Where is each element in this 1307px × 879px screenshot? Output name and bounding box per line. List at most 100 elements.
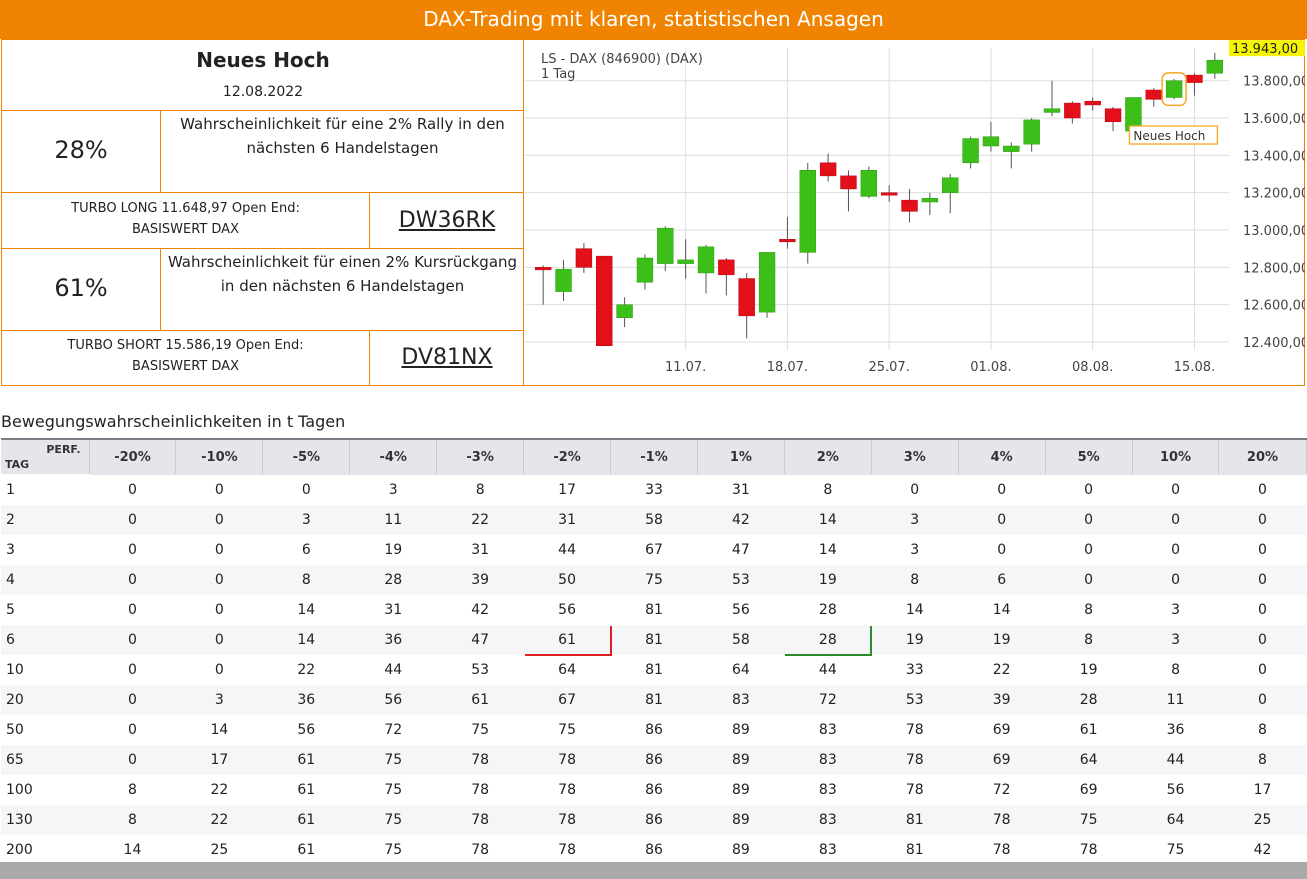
probability-cell: 28 bbox=[783, 624, 873, 656]
divider bbox=[160, 111, 161, 192]
probability-cell: 69 bbox=[1079, 782, 1098, 798]
candle-up bbox=[555, 268, 572, 292]
probability-cell: 0 bbox=[1258, 482, 1267, 498]
divider bbox=[160, 249, 161, 330]
probability-cell: 56 bbox=[1166, 782, 1185, 798]
candle-down bbox=[1084, 100, 1101, 106]
probability-cell: 81 bbox=[905, 842, 924, 858]
probability-cell: 19 bbox=[784, 565, 872, 595]
short-description-line1: Wahrscheinlichkeit für einen 2% Kursrück… bbox=[167, 253, 518, 271]
day-cell: 1 bbox=[6, 482, 15, 498]
probability-cell: 36 bbox=[262, 685, 350, 715]
candlestick-chart: Neues Hoch 12.400,00 12.600,00 12.800,00 13… bbox=[525, 40, 1307, 375]
probability-cell: 17 bbox=[175, 745, 263, 775]
probability-cell: 75 bbox=[1166, 842, 1185, 858]
probability-cell: 14 bbox=[123, 842, 142, 858]
candle-down bbox=[1186, 74, 1203, 83]
probability-cell: 86 bbox=[610, 805, 698, 835]
candle-up bbox=[1165, 80, 1183, 98]
column-header: -2% bbox=[523, 438, 612, 475]
probability-cell: 6 bbox=[958, 565, 1046, 595]
table-row: 1 0 0 0 3 8 17 33 31 8 0 0 0 0 0 bbox=[1, 475, 1306, 505]
horizontal-scrollbar[interactable] bbox=[0, 862, 1307, 879]
x-tick-label: 25.07. bbox=[868, 360, 909, 375]
long-turbo-line2: BASISWERT DAX bbox=[132, 222, 239, 237]
x-tick-label: 15.08. bbox=[1174, 360, 1215, 375]
probability-cell: 78 bbox=[471, 782, 490, 798]
divider bbox=[2, 192, 524, 193]
candle-up bbox=[1043, 108, 1061, 113]
probability-cell: 3 bbox=[871, 505, 959, 535]
probability-cell: 0 bbox=[1218, 565, 1306, 595]
table-row: 4 0 0 8 28 39 50 75 53 19 8 6 0 0 0 bbox=[1, 565, 1306, 595]
table-header: PERF. TAG -20% -10% -5% -4% -3% -2% -1% 1% 2% 3% 4… bbox=[1, 438, 1307, 475]
day-cell: 130 bbox=[1, 805, 89, 835]
probability-cell: 0 bbox=[175, 505, 263, 535]
probability-cell: 47 bbox=[436, 625, 524, 655]
table-row: 130 8 22 61 75 78 78 86 89 83 81 78 75 64 25 bbox=[1, 805, 1306, 835]
probability-cell: 22 bbox=[297, 662, 316, 678]
probability-cell: 75 bbox=[558, 722, 576, 738]
long-turbo-line1: TURBO LONG 11.648,97 Open End: bbox=[71, 201, 300, 216]
probability-cell: 61 bbox=[297, 782, 316, 798]
candle-down bbox=[1104, 108, 1122, 123]
candle-up bbox=[657, 227, 674, 264]
probability-cell: 58 bbox=[610, 505, 698, 535]
table-row: 10 0 0 22 44 53 64 81 64 44 33 22 19 8 0 bbox=[1, 655, 1306, 685]
column-header: -10% bbox=[175, 438, 264, 475]
probability-cell: 81 bbox=[871, 805, 959, 835]
annotation-box bbox=[1128, 125, 1219, 145]
probability-cell: 81 bbox=[610, 625, 698, 655]
candle-up bbox=[1206, 59, 1224, 74]
column-header: 3% bbox=[871, 438, 959, 475]
divider bbox=[2, 248, 524, 249]
probability-cell: 8 bbox=[128, 782, 137, 798]
short-product-link[interactable]: DV81NX bbox=[401, 345, 493, 370]
probability-cell: 78 bbox=[436, 805, 524, 835]
probability-cell: 17 bbox=[1253, 782, 1272, 798]
x-tick-label: 08.08. bbox=[1072, 360, 1113, 375]
long-product-link[interactable]: DW36RK bbox=[398, 208, 496, 233]
long-description-line1: Wahrscheinlichkeit für eine 2% Rally in … bbox=[180, 115, 505, 133]
probability-cell: 64 bbox=[558, 662, 576, 678]
probability-cell: 0 bbox=[1171, 542, 1180, 558]
probability-cell: 22 bbox=[992, 662, 1011, 678]
probability-cell: 3 bbox=[1132, 625, 1219, 655]
candle-up bbox=[942, 177, 959, 193]
probability-cell: 78 bbox=[558, 782, 576, 798]
probability-cell: 39 bbox=[436, 565, 524, 595]
probability-cell: 81 bbox=[645, 662, 663, 678]
probability-cell: 19 bbox=[871, 625, 959, 655]
probability-cell: 0 bbox=[1132, 565, 1219, 595]
probability-cell: 22 bbox=[436, 505, 524, 535]
long-turbo-info: TURBO LONG 11.648,97 Open End: BASISWERT… bbox=[2, 193, 369, 248]
probability-cell: 0 bbox=[175, 565, 263, 595]
probability-cell: 14 bbox=[992, 602, 1011, 618]
y-tick-label: 13.400,00 bbox=[1243, 149, 1305, 164]
day-cell: 3 bbox=[6, 542, 15, 558]
probability-cell: 8 bbox=[871, 565, 959, 595]
probability-cell: 14 bbox=[905, 602, 924, 618]
signal-title: Neues Hoch bbox=[196, 48, 330, 72]
probability-cell: 0 bbox=[1045, 565, 1133, 595]
candle-up bbox=[636, 257, 654, 283]
column-header: 10% bbox=[1132, 438, 1220, 475]
table-row: 2 0 0 3 11 22 31 58 42 14 3 0 0 0 0 bbox=[1, 505, 1306, 535]
probability-cell: 44 bbox=[384, 662, 403, 678]
probability-cell: 3 bbox=[262, 505, 350, 535]
probability-cell: 36 bbox=[349, 625, 437, 655]
y-tick-label: 13.000,00 bbox=[1243, 224, 1305, 239]
probability-cell: 8 bbox=[1218, 745, 1306, 775]
probability-cell: 78 bbox=[1079, 842, 1098, 858]
probability-cell: 47 bbox=[732, 542, 750, 558]
probability-cell: 72 bbox=[784, 685, 872, 715]
candle-down bbox=[779, 239, 796, 243]
long-description: Wahrscheinlichkeit für eine 2% Rally in … bbox=[161, 111, 524, 192]
probability-cell: 81 bbox=[610, 685, 698, 715]
probability-cell: 83 bbox=[784, 805, 872, 835]
last-value-label: 13.943,00 bbox=[1232, 42, 1298, 57]
probability-cell: 0 bbox=[1084, 482, 1094, 498]
probability-cell: 0 bbox=[1218, 625, 1306, 655]
candle-down bbox=[534, 267, 552, 271]
probability-cell: 31 bbox=[732, 482, 750, 498]
